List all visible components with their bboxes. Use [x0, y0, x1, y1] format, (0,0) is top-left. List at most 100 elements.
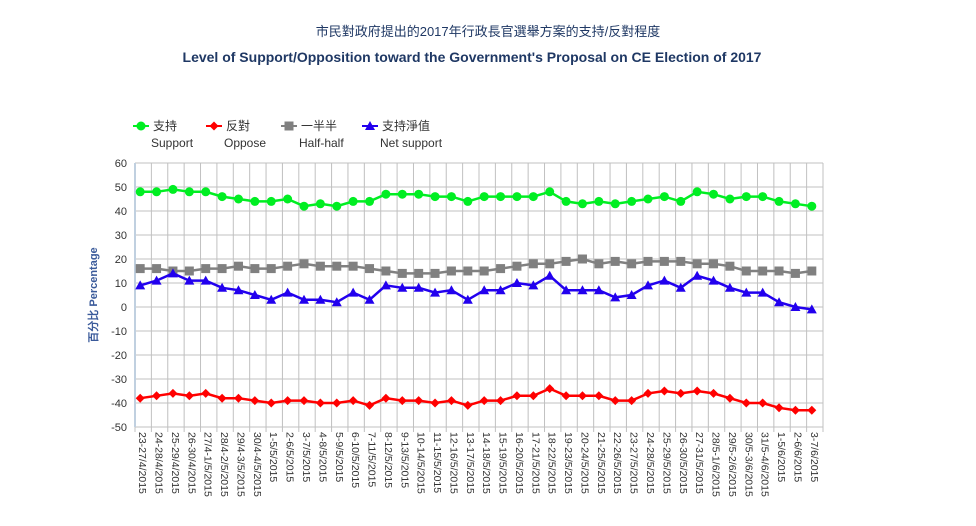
x-tick-label: 29/5-2/6/2015 [726, 432, 738, 497]
data-point [201, 264, 211, 274]
x-tick-label: 2-6/5/2015 [284, 432, 296, 482]
data-point [168, 388, 178, 398]
legend-label-zh: 支持 [153, 118, 177, 133]
data-point [594, 259, 604, 269]
data-point [282, 287, 293, 297]
data-point [430, 287, 441, 297]
x-tick-label: 2-6/6/2015 [791, 432, 803, 482]
data-point [184, 187, 194, 197]
data-point [659, 256, 669, 266]
data-point [561, 391, 571, 401]
x-tick-label: 1-5/6/2015 [775, 432, 787, 482]
data-point [807, 201, 817, 211]
data-point [643, 280, 653, 290]
data-point [496, 264, 506, 274]
y-tick-label: 0 [121, 302, 127, 314]
data-point [446, 396, 456, 406]
data-point [233, 393, 243, 403]
data-point [741, 398, 751, 408]
data-point [315, 294, 326, 304]
data-point [512, 261, 522, 271]
y-tick-label: 50 [115, 182, 127, 194]
data-point [364, 294, 375, 304]
data-point [397, 189, 407, 199]
data-point [774, 266, 784, 276]
chart-subtitle: Level of Support/Opposition toward the G… [183, 49, 762, 65]
data-point [610, 256, 620, 266]
x-tick-label: 23-27/5/2015 [628, 432, 640, 494]
series-half-half [135, 254, 817, 278]
data-point [249, 290, 260, 299]
x-tick-label: 3-7/6/2015 [808, 432, 820, 482]
data-point [758, 266, 768, 276]
data-point [315, 398, 325, 408]
data-point [331, 297, 342, 307]
x-tick-label: 29/4-3/5/2015 [234, 432, 246, 497]
data-point [790, 405, 800, 415]
data-point [807, 266, 817, 276]
data-point [496, 396, 506, 406]
x-tick-label: 10-14/5/2015 [415, 432, 427, 494]
data-point [806, 304, 817, 314]
data-point [463, 196, 473, 206]
data-point [413, 282, 424, 292]
data-point [430, 268, 440, 278]
series-net-support [135, 268, 817, 314]
data-point [593, 285, 604, 295]
series-support [135, 184, 817, 211]
data-point [446, 285, 457, 295]
legend-item: 支持淨值 Net support [362, 118, 443, 150]
data-point [724, 282, 735, 292]
data-point [626, 290, 637, 299]
data-point [577, 391, 587, 401]
data-point [380, 280, 391, 290]
data-point [790, 199, 800, 209]
x-tick-label: 28/4-2/5/2015 [218, 432, 230, 497]
data-point [381, 266, 391, 276]
data-point [610, 292, 621, 302]
legend: 支持 Support 反對 Oppose 一半半 Half-half 支持淨值 Net sup… [133, 118, 443, 150]
data-point [544, 270, 555, 280]
x-tick-label: 6-10/5/2015 [349, 432, 361, 488]
x-tick-label: 26-30/4/2015 [185, 432, 197, 494]
series-layer [135, 184, 817, 415]
x-tick-label: 27/4-1/5/2015 [202, 432, 214, 497]
data-point [365, 264, 375, 274]
data-point [233, 285, 244, 295]
data-point [512, 192, 522, 202]
data-point [184, 266, 194, 276]
data-point [496, 192, 506, 202]
data-point [807, 405, 817, 415]
x-tick-label: 25-29/4/2015 [169, 432, 181, 494]
data-point [250, 196, 260, 206]
y-tick-label: 40 [115, 206, 127, 218]
x-tick-label: 3-7/5/2015 [300, 432, 312, 482]
y-axis-ticks: 60 50 40 30 20 10 0 -10 -20 -30 -40 -50 [111, 158, 127, 434]
data-point [184, 391, 194, 401]
data-point [741, 192, 751, 202]
data-point [708, 275, 719, 285]
data-point [201, 187, 211, 197]
data-point [610, 396, 620, 406]
data-point [348, 396, 358, 406]
x-tick-label: 21-25/5/2015 [595, 432, 607, 494]
data-point [692, 259, 702, 269]
data-point [201, 388, 211, 398]
legend-item: 一半半 Half-half [281, 119, 344, 150]
x-tick-label: 17-21/5/2015 [529, 432, 541, 494]
data-point [266, 196, 276, 206]
grid [134, 162, 824, 432]
data-point [709, 189, 719, 199]
legend-label: Oppose [224, 136, 266, 150]
data-point [627, 259, 637, 269]
x-tick-label: 12-16/5/2015 [447, 432, 459, 494]
x-tick-label: 15-19/5/2015 [497, 432, 509, 494]
series-oppose [135, 384, 817, 415]
data-point [299, 259, 309, 269]
data-point [725, 261, 735, 271]
x-tick-label: 7-11/5/2015 [366, 432, 378, 487]
legend-item: 支持 Support [133, 118, 194, 150]
data-point [692, 270, 703, 280]
data-point [577, 199, 587, 209]
x-tick-label: 27-31/5/2015 [693, 432, 705, 494]
